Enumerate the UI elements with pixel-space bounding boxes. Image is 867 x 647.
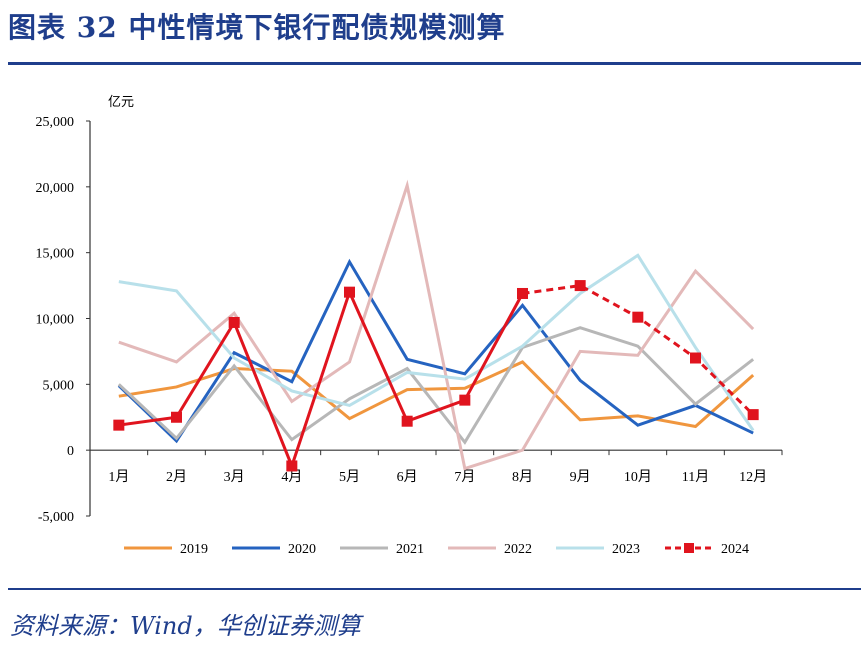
x-tick-label: 9月: [570, 469, 591, 485]
series-line: [118, 253, 755, 432]
series-2022: [118, 179, 755, 471]
series-line-solid: [118, 288, 524, 471]
data-point-marker: [517, 287, 528, 299]
legend-label: 2020: [288, 542, 316, 557]
legend-marker: [684, 543, 694, 553]
x-tick-label: 4月: [281, 469, 302, 485]
x-tick-label: 2月: [166, 469, 187, 485]
x-tick-label: 8月: [512, 469, 533, 485]
x-tick-label: 5月: [339, 469, 360, 485]
x-tick-label: 11月: [682, 469, 709, 485]
data-point-marker: [747, 409, 759, 421]
series-2020: [117, 258, 754, 444]
data-point-marker: [401, 415, 413, 427]
figure-title: 图表 32 中性情境下银行配债规模测算: [8, 11, 506, 44]
y-tick-label: 5,000: [43, 378, 75, 393]
series-line: [117, 258, 754, 444]
x-tick-label: 3月: [224, 469, 245, 485]
data-point-marker: [228, 316, 240, 328]
legend-label: 2022: [504, 542, 532, 557]
y-tick-label: 20,000: [36, 181, 75, 196]
series-2024: [113, 280, 759, 472]
data-point-marker: [632, 311, 644, 323]
data-point-marker: [574, 280, 586, 292]
legend-item-2019: 2019: [124, 542, 208, 557]
y-tick-label: 25,000: [36, 115, 75, 130]
legend-label: 2019: [180, 542, 208, 557]
legend-item-2023: 2023: [556, 542, 640, 557]
series-line: [117, 326, 755, 445]
x-tick-label: 6月: [397, 469, 418, 485]
y-tick-label: 15,000: [36, 247, 75, 262]
y-axis-label: 亿元: [108, 94, 134, 109]
series-line: [118, 179, 755, 471]
series-line: [118, 360, 755, 429]
y-tick-label: 0: [67, 444, 74, 459]
data-point-marker: [344, 286, 355, 298]
x-tick-label: 7月: [454, 469, 475, 485]
data-point-marker: [459, 394, 471, 406]
x-tick-label: 1月: [108, 469, 129, 485]
legend-item-2020: 2020: [232, 542, 316, 557]
y-tick-label: 10,000: [36, 313, 75, 328]
data-point-marker: [113, 419, 125, 431]
x-tick-label: 10月: [624, 469, 652, 485]
data-point-marker: [171, 411, 182, 423]
data-point-marker: [690, 352, 701, 364]
y-tick-label: -5,000: [38, 510, 74, 525]
x-tick-label: 12月: [739, 469, 767, 485]
series-2023: [118, 253, 755, 432]
series-2019: [118, 360, 755, 429]
legend-label: 2024: [721, 542, 749, 557]
data-point-marker: [286, 460, 298, 472]
legend-label: 2021: [396, 542, 424, 557]
series-2021: [117, 326, 755, 445]
legend-item-2021: 2021: [340, 542, 424, 557]
legend-item-2022: 2022: [448, 542, 532, 557]
footer-rule: [8, 588, 861, 590]
title-rule: [8, 62, 861, 65]
legend-item-2024: 2024: [665, 542, 749, 557]
source-note: 资料来源：Wind，华创证券测算: [10, 612, 361, 640]
legend-label: 2023: [612, 542, 640, 557]
